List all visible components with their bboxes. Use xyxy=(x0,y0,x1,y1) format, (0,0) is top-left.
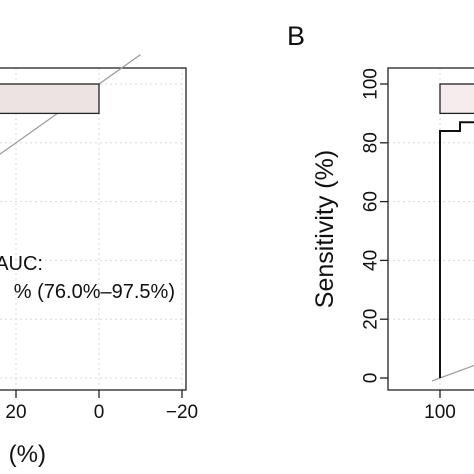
diagonal-reference-line xyxy=(431,364,474,382)
y-tick-label: 20 xyxy=(361,309,382,330)
x-tick-label: 0 xyxy=(94,402,105,423)
y-tick-label: 40 xyxy=(361,250,382,271)
panel-label: B xyxy=(287,21,305,51)
plot-frame xyxy=(387,67,474,391)
x-tick-label: −20 xyxy=(166,402,198,423)
x-tick-label: 100 xyxy=(424,402,456,423)
y-tick-label: 80 xyxy=(361,132,382,153)
x-axis-label: (%) xyxy=(9,441,46,468)
y-axis-label: Sensitivity (%) xyxy=(311,150,339,308)
ci-box xyxy=(0,83,100,115)
roc-curve xyxy=(439,121,474,378)
panel-b: 0 20 40 60 80 100 100 Sensitivity (%) B xyxy=(287,21,474,423)
panel-a: 20 0 −20 (%) al AUC: % (76.0%–97.5%) xyxy=(0,54,198,468)
x-tick-label: 20 xyxy=(5,402,26,423)
y-tick-label: 100 xyxy=(361,68,382,100)
y-tick-label: 60 xyxy=(361,191,382,212)
y-tick-label: 0 xyxy=(361,373,382,384)
auc-annotation-line-1: al AUC: xyxy=(0,253,43,275)
auc-annotation-line-2: % (76.0%–97.5%) xyxy=(14,281,175,303)
ci-box xyxy=(439,83,474,115)
plot-frame xyxy=(0,67,187,391)
